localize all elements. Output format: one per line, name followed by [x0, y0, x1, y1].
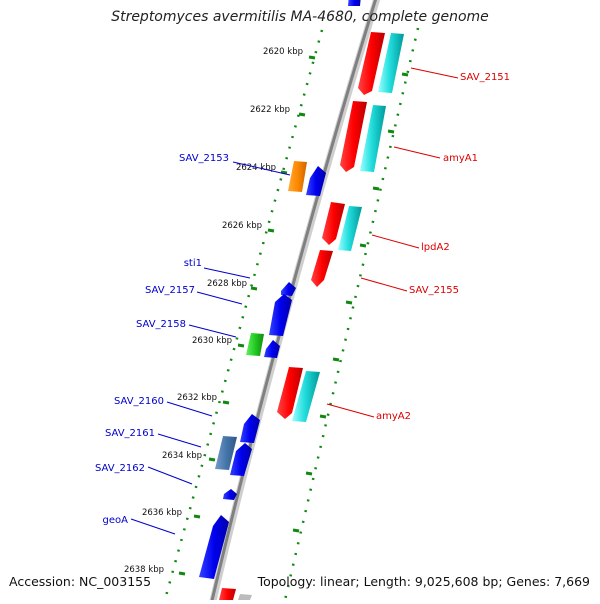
- gene-label[interactable]: SAV_2161: [105, 428, 155, 439]
- tick-label: 2634 kbp: [162, 451, 202, 461]
- genome-backbone-core: [209, 0, 378, 604]
- gene-label[interactable]: sti1: [184, 258, 202, 269]
- tick-label: 2638 kbp: [124, 565, 164, 575]
- gene-label[interactable]: SAV_2158: [136, 319, 186, 330]
- gene-arrow[interactable]: [340, 101, 367, 172]
- gene-arrow[interactable]: [311, 250, 333, 287]
- gene-label[interactable]: SAV_2162: [95, 463, 145, 474]
- gene-label[interactable]: SAV_2160: [114, 396, 164, 407]
- tick-label: 2624 kbp: [236, 163, 276, 173]
- tick-label: 2630 kbp: [192, 336, 232, 346]
- gene-label[interactable]: SAV_2151: [460, 72, 510, 83]
- gene-arrow[interactable]: [246, 333, 264, 356]
- gene-arrow[interactable]: [306, 166, 326, 196]
- gene-arrow[interactable]: [292, 371, 320, 422]
- gene-arrow[interactable]: [199, 515, 229, 579]
- gene-arrow[interactable]: [269, 294, 292, 336]
- tick-label: 2636 kbp: [142, 508, 182, 518]
- gene-arrow[interactable]: [277, 367, 303, 419]
- gene-arrow[interactable]: [338, 206, 362, 251]
- gene-arrow[interactable]: [219, 588, 236, 600]
- tick-labels: 2620 kbp 2622 kbp 2624 kbp 2626 kbp 2628…: [124, 47, 303, 575]
- gene-label[interactable]: SAV_2153: [179, 153, 229, 164]
- gene-arrow[interactable]: [223, 489, 237, 500]
- tick-label: 2620 kbp: [263, 47, 303, 57]
- tick-label: 2628 kbp: [207, 279, 247, 289]
- gene-label[interactable]: amyA1: [443, 153, 478, 164]
- gene-arrow[interactable]: [358, 32, 385, 95]
- gene-arrow[interactable]: [230, 443, 252, 476]
- gene-arrow[interactable]: [360, 105, 386, 172]
- left-strand-genes: [199, 161, 326, 579]
- gene-label[interactable]: amyA2: [376, 411, 411, 422]
- gene-arrow[interactable]: [348, 0, 361, 6]
- gene-arrow[interactable]: [288, 161, 307, 192]
- gene-arrow[interactable]: [322, 202, 345, 245]
- gene-label[interactable]: SAV_2155: [409, 285, 459, 296]
- gene-label[interactable]: lpdA2: [421, 242, 450, 253]
- gene-arrow[interactable]: [238, 594, 252, 600]
- genome-summary-text: Topology: linear; Length: 9,025,608 bp; …: [257, 574, 590, 589]
- tick-label: 2632 kbp: [177, 393, 217, 403]
- gene-arrow[interactable]: [240, 414, 260, 443]
- gene-label[interactable]: SAV_2157: [145, 285, 195, 296]
- left-major-ticks: [178, 55, 316, 576]
- gene-label[interactable]: geoA: [103, 515, 129, 526]
- gene-arrow[interactable]: [215, 436, 237, 470]
- right-leader-lines: [326, 67, 459, 418]
- left-track-guide: [164, 29, 324, 597]
- gene-arrow[interactable]: [281, 282, 296, 296]
- accession-text: Accession: NC_003155: [9, 574, 152, 589]
- tick-label: 2626 kbp: [222, 221, 262, 231]
- map-title: Streptomyces avermitilis MA-4680, comple…: [111, 9, 489, 25]
- left-gene-labels: SAV_2153 sti1 SAV_2157 SAV_2158 SAV_2160…: [95, 153, 229, 526]
- left-leader-lines: [130, 161, 291, 535]
- gene-arrow[interactable]: [264, 340, 280, 358]
- right-major-ticks: [292, 72, 409, 533]
- tick-label: 2622 kbp: [250, 105, 290, 115]
- genome-backbone: [208, 0, 381, 604]
- right-strand-genes: [219, 0, 404, 600]
- gene-arrow[interactable]: [378, 33, 404, 93]
- right-gene-labels: SAV_2151 amyA1 lpdA2 SAV_2155 amyA2: [376, 72, 510, 422]
